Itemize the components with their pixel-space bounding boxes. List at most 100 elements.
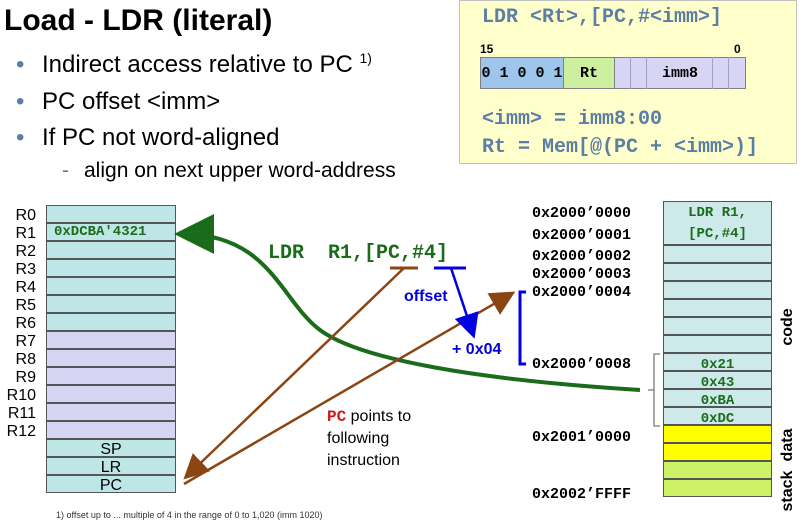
bullet-1-text: Indirect access relative to PC [42,51,353,78]
bullet-3-text: If PC not word-aligned [42,124,280,151]
register-name-lr: LR [100,459,122,476]
address-label: 0x2000’0000 [532,205,632,222]
data-byte: 0xBA [700,393,735,409]
bullet-dot: • [16,51,25,78]
encoding-opcode-field: 0 1 0 0 1 [480,57,564,89]
bullet-3: • If PC not word-aligned [16,124,279,152]
code-cell-line2: [PC,#4] [688,226,747,242]
register-name-r1: R1 [15,225,36,242]
slide-title: Load - LDR (literal) [4,4,273,37]
pc-note: PC points to following instruction [327,406,411,472]
code-cell-line1: LDR R1, [688,205,747,221]
offset-bracket [518,290,526,366]
register-cell-lr [46,457,176,475]
register-name-r11: R11 [7,405,36,422]
memory-cell [663,353,772,371]
sub-bullet: - align on next upper word-address [62,159,396,183]
r1-value: 0xDCBA'4321 [54,224,147,240]
load-arrow [174,214,641,392]
register-name-r4: R4 [15,279,36,296]
bullet-dot: • [16,88,25,115]
address-label: 0x2000’0004 [532,284,632,301]
register-cell-r9 [46,367,176,385]
address-label: 0x2001’0000 [532,429,632,446]
address-label: 0x2002’FFFF [532,486,632,503]
footnote: 1) offset up to ... multiple of 4 in the… [56,510,323,520]
memory-cell [663,245,772,263]
register-cell-sp [46,439,176,457]
sub-bullet-text: align on next upper word-address [84,159,396,182]
register-cell-r7 [46,331,176,349]
address-label: 0x2000’0001 [532,227,632,244]
memory-cell [663,443,772,461]
bit-divider [630,57,631,89]
register-name-pc: PC [99,477,123,494]
dash-glyph: - [62,159,69,182]
register-name-r7: R7 [15,333,36,350]
bit-divider [712,57,713,89]
imm-definition: <imm> = imm8:00 [482,108,663,131]
memory-cell [663,263,772,281]
plus-offset-label: + 0x04 [452,341,502,358]
instruction-text: LDR R1,[PC,#4] [268,242,448,265]
instruction-mnemonic: LDR [268,242,305,265]
load-semantics: Rt = Mem[@(PC + <imm>)] [482,136,759,159]
bit-high: 15 [480,42,494,56]
bit-low: 0 [734,42,741,56]
register-cell-r6 [46,313,176,331]
register-cell-r8 [46,349,176,367]
instruction-operands: R1,[PC,#4] [328,242,449,265]
encoding-imm8-label: imm8 [661,64,698,82]
register-name-r10: R10 [6,387,36,404]
footnote-ref: 1) [359,50,372,66]
address-label: 0x2000’0008 [532,356,632,373]
memory-cell [663,281,772,299]
bullet-dot: • [16,124,25,151]
register-name-r5: R5 [15,297,36,314]
register-cell-r5 [46,295,176,313]
pc-note-line1: points to [350,408,412,425]
register-name-r6: R6 [15,315,36,332]
register-cell-r4 [46,277,176,295]
pc-note-pc: PC [327,408,347,426]
memory-cell [663,371,772,389]
register-cell-r12 [46,421,176,439]
register-name-r12: R12 [6,423,36,440]
pc-note-line2: following [327,430,390,447]
data-bracket [653,353,660,427]
register-name-sp: SP [100,441,122,458]
encoding-syntax: LDR <Rt>,[PC,#<imm>] [482,6,723,29]
bullet-2-text: PC offset <imm> [42,88,221,115]
memory-cell [663,299,772,317]
register-name-r0: R0 [15,207,36,224]
data-byte: 0x43 [700,375,735,391]
bullet-1: • Indirect access relative to PC 1) [16,50,372,79]
register-cell-r11 [46,403,176,421]
register-name-r3: R3 [15,261,36,278]
memory-cell [663,407,772,425]
pc-to-register-arrow [183,267,405,480]
register-name-r2: R2 [15,243,36,260]
offset-arrow [449,267,479,339]
register-name-r9: R9 [15,369,36,386]
bit-divider [728,57,729,89]
memory-cell [663,389,772,407]
data-byte: 0xDC [700,411,735,427]
address-label: 0x2000’0003 [532,266,632,283]
register-cell-r0 [46,205,176,223]
bit-divider [646,57,647,89]
register-cell-r10 [46,385,176,403]
memory-cell [663,201,772,245]
bullet-2: • PC offset <imm> [16,88,220,116]
register-cell-pc [46,475,176,493]
encoding-imm8-field: imm8 [614,57,746,89]
memory-cell [663,425,772,443]
memory-cell [663,479,772,497]
memory-cell [663,461,772,479]
memory-cell [663,317,772,335]
data-byte: 0x21 [700,357,735,373]
encoding-rt-field: Rt [563,57,615,89]
register-cell-r3 [46,259,176,277]
register-name-r8: R8 [15,351,36,368]
